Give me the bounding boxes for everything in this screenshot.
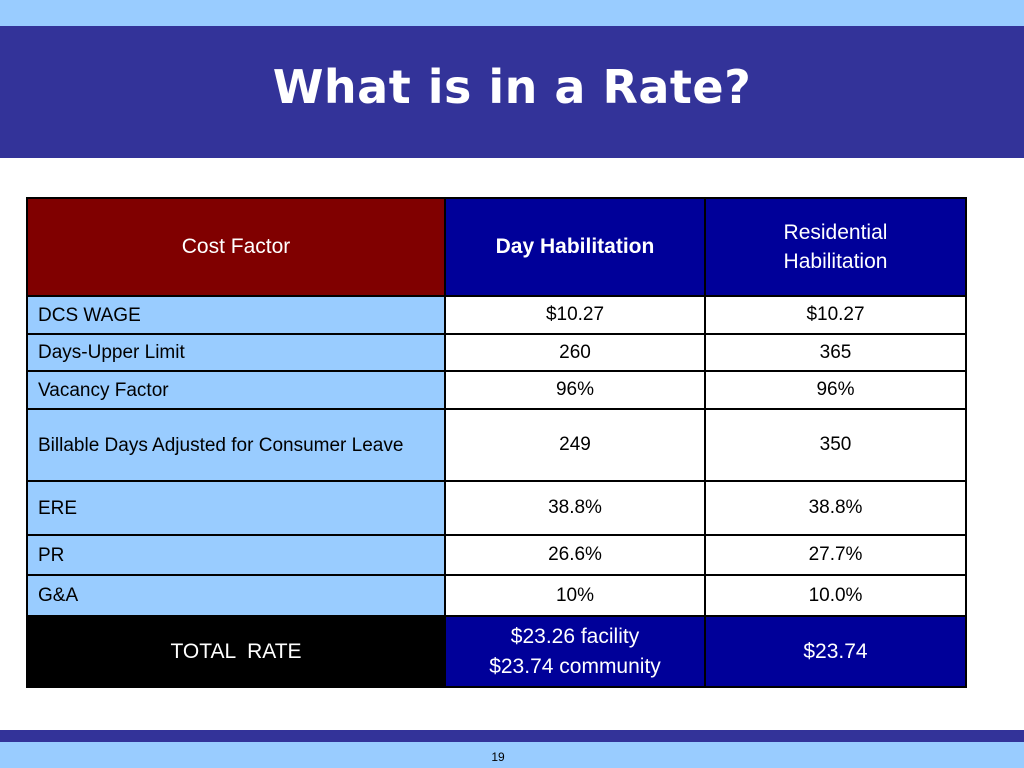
table-row: Billable Days Adjusted for Consumer Leav… (26, 408, 967, 482)
table-row: Days-Upper Limit 260 365 (26, 333, 967, 372)
cell-day: 38.8% (444, 480, 706, 536)
footer: 19 (0, 742, 1024, 768)
cell-residential: 10.0% (704, 574, 967, 617)
table-row: Vacancy Factor 96% 96% (26, 370, 967, 410)
cell-residential: 365 (704, 333, 967, 372)
cell-day: 249 (444, 408, 706, 482)
cell-residential: 27.7% (704, 534, 967, 576)
page-number: 19 (491, 750, 505, 764)
total-day-community: $23.74 community (489, 654, 661, 678)
cell-residential: $10.27 (704, 295, 967, 335)
row-label-g-and-a: G&A (26, 574, 446, 617)
rate-table: Cost Factor Day Habilitation Residential… (26, 197, 967, 688)
title-bar: What is in a Rate? (0, 26, 1024, 158)
table-row: G&A 10% 10.0% (26, 574, 967, 617)
cell-residential: 38.8% (704, 480, 967, 536)
row-label-ere: ERE (26, 480, 446, 536)
table-total-row: TOTAL RATE $23.26 facility $23.74 commun… (26, 615, 967, 688)
row-label-days-upper-limit: Days-Upper Limit (26, 333, 446, 372)
cell-day: $10.27 (444, 295, 706, 335)
slide-title: What is in a Rate? (272, 60, 752, 114)
cell-day: 260 (444, 333, 706, 372)
cell-day: 96% (444, 370, 706, 410)
header-day-habilitation: Day Habilitation (444, 197, 706, 297)
top-accent-strip (0, 0, 1024, 26)
total-residential: $23.74 (704, 615, 967, 688)
total-rate-label: TOTAL RATE (26, 615, 446, 688)
header-cost-factor: Cost Factor (26, 197, 446, 297)
row-label-vacancy-factor: Vacancy Factor (26, 370, 446, 410)
row-label-dcs-wage: DCS WAGE (26, 295, 446, 335)
cell-day: 26.6% (444, 534, 706, 576)
total-day-habilitation: $23.26 facility $23.74 community (444, 615, 706, 688)
cell-residential: 350 (704, 408, 967, 482)
header-residential-line-1: Residential (783, 221, 888, 244)
row-label-pr: PR (26, 534, 446, 576)
header-residential-habilitation: Residential Habilitation (704, 197, 967, 297)
total-day-facility: $23.26 facility (510, 624, 640, 648)
bottom-accent-band (0, 730, 1024, 742)
table-row: DCS WAGE $10.27 $10.27 (26, 295, 967, 335)
table-row: ERE 38.8% 38.8% (26, 480, 967, 536)
cell-day: 10% (444, 574, 706, 617)
table-row: PR 26.6% 27.7% (26, 534, 967, 576)
table-header-row: Cost Factor Day Habilitation Residential… (26, 197, 967, 297)
header-residential-line-2: Habilitation (783, 250, 888, 273)
cell-residential: 96% (704, 370, 967, 410)
row-label-billable-days: Billable Days Adjusted for Consumer Leav… (26, 408, 446, 482)
